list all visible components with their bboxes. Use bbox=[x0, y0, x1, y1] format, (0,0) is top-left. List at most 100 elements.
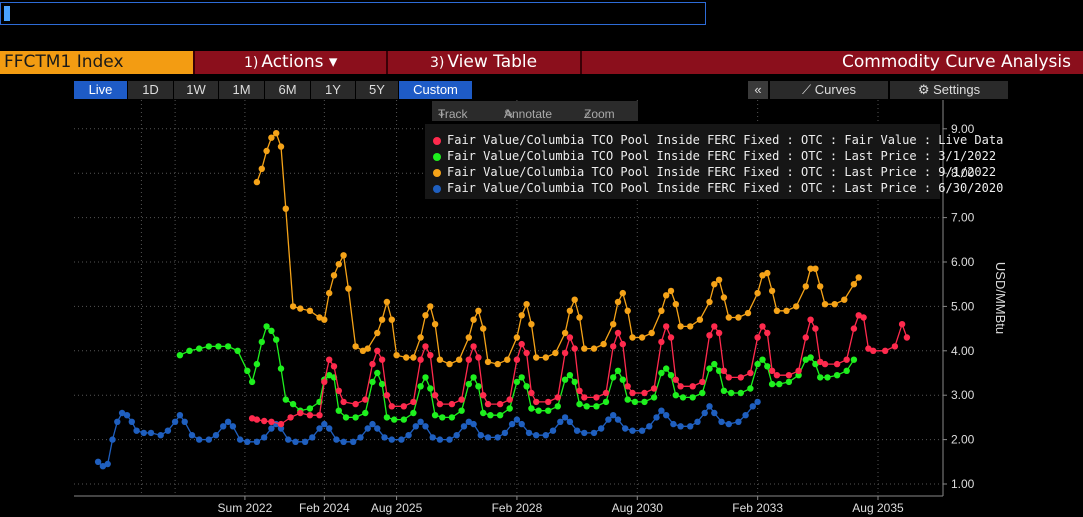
series-point bbox=[785, 372, 793, 379]
series-point bbox=[561, 329, 569, 337]
legend-item-sep-2022[interactable]: Fair Value/Columbia TCO Pool Inside FERC… bbox=[433, 164, 996, 180]
series-point bbox=[244, 438, 251, 445]
series-point bbox=[614, 329, 622, 337]
series-dot bbox=[433, 168, 441, 177]
series-point bbox=[431, 392, 439, 399]
series-point bbox=[699, 378, 706, 386]
series-point bbox=[718, 418, 725, 425]
series-point bbox=[821, 301, 829, 308]
series-point bbox=[470, 316, 477, 323]
series-point bbox=[581, 429, 588, 437]
series-point bbox=[728, 389, 735, 397]
series-point bbox=[795, 367, 802, 374]
series-point bbox=[309, 434, 316, 441]
x-tick-label: Aug 2030 bbox=[612, 501, 664, 515]
series-point bbox=[417, 383, 424, 390]
series-point bbox=[448, 400, 456, 408]
series-point bbox=[689, 383, 696, 390]
series-point bbox=[342, 414, 350, 421]
series-point bbox=[747, 385, 754, 392]
series-point bbox=[638, 427, 646, 434]
magnifier-icon: ⌕ bbox=[584, 107, 591, 121]
series-point bbox=[188, 432, 196, 439]
annotate-label: Annotate bbox=[504, 107, 553, 121]
series-point bbox=[123, 412, 131, 419]
legend-label: Fair Value/Columbia TCO Pool Inside FERC… bbox=[447, 133, 1004, 147]
series-point bbox=[393, 352, 400, 359]
command-line-input[interactable] bbox=[0, 2, 706, 25]
series-point bbox=[234, 347, 241, 354]
series-point bbox=[374, 329, 381, 337]
range-1d-button[interactable]: 1D bbox=[128, 81, 174, 99]
series-point bbox=[737, 389, 744, 397]
series-point bbox=[817, 374, 824, 381]
series-point bbox=[470, 343, 477, 350]
series-point bbox=[369, 360, 376, 368]
series-point bbox=[610, 374, 617, 381]
series-point bbox=[561, 376, 569, 383]
series-point bbox=[359, 347, 367, 354]
range-1w-button[interactable]: 1W bbox=[174, 81, 219, 99]
series-point bbox=[248, 415, 256, 422]
series-point bbox=[316, 314, 323, 321]
x-tick-label: Aug 2025 bbox=[371, 501, 423, 515]
series-point bbox=[711, 323, 718, 330]
series-point bbox=[764, 363, 771, 370]
range-5y-button[interactable]: 5Y bbox=[356, 81, 399, 99]
x-tick-label: Feb 2033 bbox=[732, 501, 783, 515]
series-point bbox=[176, 412, 184, 419]
series-point bbox=[720, 387, 728, 394]
series-point bbox=[667, 287, 675, 295]
series-point bbox=[439, 414, 446, 421]
series-point bbox=[850, 325, 858, 332]
series-point bbox=[687, 323, 694, 330]
series-point bbox=[253, 178, 261, 186]
curves-tab[interactable]: ⟋ Curves bbox=[770, 81, 888, 99]
series-point bbox=[369, 420, 376, 428]
range-1y-button[interactable]: 1Y bbox=[311, 81, 356, 99]
series-point bbox=[850, 356, 858, 363]
series-point bbox=[321, 378, 328, 386]
series-point bbox=[807, 316, 814, 323]
series-point bbox=[258, 165, 265, 172]
view-table-button[interactable]: 3) View Table bbox=[430, 51, 537, 74]
series-point bbox=[610, 412, 617, 419]
series-point bbox=[631, 398, 639, 406]
series-point bbox=[362, 396, 369, 403]
series-point bbox=[610, 321, 617, 328]
series-point bbox=[706, 332, 713, 339]
legend-item-mar-2022[interactable]: Fair Value/Columbia TCO Pool Inside FERC… bbox=[433, 148, 996, 164]
series-point bbox=[94, 458, 102, 465]
series-point bbox=[453, 432, 460, 439]
series-point bbox=[817, 358, 824, 366]
series-point bbox=[306, 405, 314, 412]
range-live-button[interactable]: Live bbox=[74, 81, 128, 99]
actions-menu-button[interactable]: 1) Actions ▾ bbox=[244, 51, 337, 74]
series-point bbox=[812, 325, 819, 332]
range-6m-button[interactable]: 6M bbox=[265, 81, 311, 99]
series-point bbox=[600, 340, 607, 348]
legend-item-live[interactable]: Fair Value/Columbia TCO Pool Inside FERC… bbox=[433, 132, 1003, 148]
security-ticker[interactable]: FFCTM1 Index bbox=[0, 51, 193, 74]
series-point bbox=[581, 394, 588, 401]
range-custom-button[interactable]: Custom bbox=[399, 81, 473, 99]
series-point bbox=[725, 374, 732, 381]
series-point bbox=[277, 425, 285, 432]
series-point bbox=[422, 374, 429, 381]
series-point bbox=[480, 325, 487, 332]
series-point bbox=[614, 367, 622, 374]
series-point bbox=[475, 354, 482, 361]
series-point bbox=[725, 314, 732, 321]
series-point bbox=[263, 323, 270, 330]
series-dot bbox=[433, 136, 441, 145]
series-point bbox=[494, 434, 501, 441]
collapse-panel-button[interactable]: « bbox=[748, 81, 768, 99]
series-point bbox=[429, 434, 436, 441]
range-1m-button[interactable]: 1M bbox=[219, 81, 265, 99]
settings-tab[interactable]: ⚙ Settings bbox=[890, 81, 1008, 99]
series-point bbox=[253, 416, 261, 423]
series-point bbox=[391, 416, 398, 423]
legend-item-jun-2020[interactable]: Fair Value/Columbia TCO Pool Inside FERC… bbox=[433, 180, 1003, 196]
series-point bbox=[400, 416, 407, 423]
series-point bbox=[494, 360, 501, 368]
